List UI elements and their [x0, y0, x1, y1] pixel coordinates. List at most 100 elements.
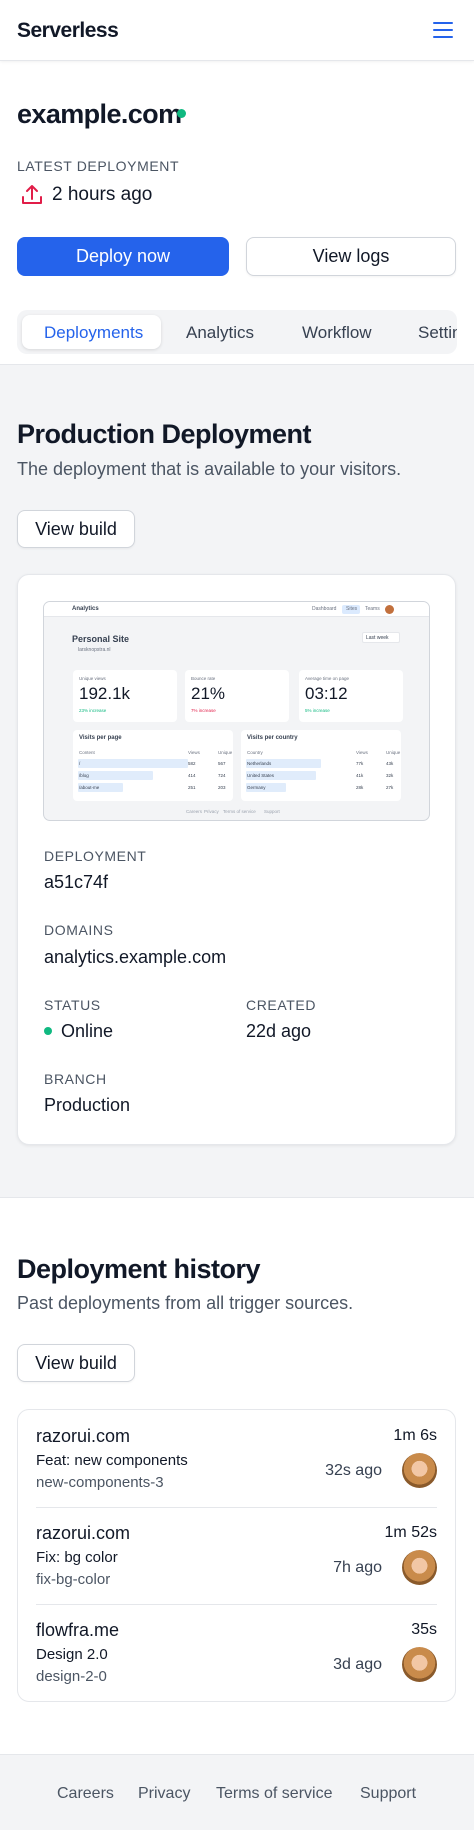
mock-domain: larsknopstra.nl	[78, 647, 111, 653]
footer-link[interactable]: Careers	[57, 1785, 114, 1802]
tab-active-bg	[22, 315, 161, 349]
mock-cell: /blog	[79, 773, 89, 778]
mock-table-head: Unique	[386, 750, 401, 755]
mock-cell: 27k	[386, 785, 394, 790]
mock-footer-link: Careers	[186, 809, 203, 814]
mock-footer-link: Terms of service	[223, 809, 256, 814]
menu-button[interactable]	[432, 19, 454, 41]
history-site: flowfra.me	[36, 1620, 120, 1640]
mock-cell: 77k	[356, 761, 364, 766]
footer: Careers Privacy Terms of service Support	[0, 1754, 474, 1830]
mock-stat-label: Unique views	[79, 676, 106, 681]
section-title: Production Deployment	[17, 419, 312, 449]
logs-button[interactable]: View logs	[246, 237, 456, 276]
avatar	[402, 1453, 437, 1488]
mock-table-head: Content	[79, 750, 95, 755]
tab[interactable]: Deployments	[44, 323, 144, 342]
detail-value: 22d ago	[246, 1021, 312, 1041]
history-site: razorui.com	[36, 1426, 131, 1446]
mock-row-bar	[78, 771, 153, 780]
detail-label: CREATED	[246, 997, 317, 1013]
mock-cell: 414	[188, 773, 196, 778]
mock-stat-label: Average time on page	[305, 676, 349, 681]
detail-value: a51c74f	[44, 872, 109, 892]
tab[interactable]: Workflow	[302, 323, 372, 342]
mock-bar	[44, 602, 429, 617]
history-message: Fix: bg color	[36, 1549, 118, 1566]
history-time: 32s ago	[325, 1462, 382, 1479]
history-branch: fix-bg-color	[36, 1571, 111, 1588]
tab-bar: Deployments Analytics Workflow Settings	[17, 310, 457, 354]
mock-cell: Germany	[247, 785, 266, 790]
history-time: 7h ago	[333, 1559, 382, 1576]
mock-footer-link: Privacy	[204, 809, 219, 814]
mock-cell: Netherlands	[247, 761, 272, 766]
avatar	[402, 1550, 437, 1585]
mock-cell: 41k	[356, 773, 364, 778]
section-title: Deployment history	[17, 1254, 261, 1284]
history-time: 3d ago	[333, 1656, 382, 1673]
footer-link[interactable]: Terms of service	[216, 1785, 333, 1802]
mock-cell: 43k	[386, 761, 394, 766]
mock-cell: 251	[188, 785, 196, 790]
history-duration: 1m 6s	[393, 1427, 437, 1444]
mock-nav: Teams	[365, 606, 380, 612]
divider	[36, 1604, 437, 1605]
view-build-button[interactable]: View build	[17, 510, 135, 548]
mock-cell: /about-me	[79, 785, 100, 790]
history-branch: design-2-0	[36, 1668, 107, 1685]
history-branch: new-components-3	[36, 1474, 164, 1491]
mock-table: Visits per country Country Views Unique Neth…	[241, 730, 401, 801]
mock-row-bar	[246, 783, 286, 792]
mock-row-bar	[78, 783, 123, 792]
mock-cell: 32k	[386, 773, 394, 778]
mock-site: Personal Site	[72, 634, 130, 644]
view-build-button[interactable]: View build	[17, 1344, 135, 1382]
deploy-button[interactable]: Deploy now	[17, 237, 229, 276]
mock-cell: 203	[218, 785, 226, 790]
detail-value: Online	[61, 1021, 114, 1041]
mock-stat-value: 21%	[191, 684, 226, 703]
mock-nav: Dashboard	[312, 606, 337, 612]
mock-row-bar	[246, 771, 316, 780]
detail-label: STATUS	[44, 997, 101, 1013]
tab[interactable]: Analytics	[186, 323, 255, 342]
history-message: Design 2.0	[36, 1646, 108, 1663]
mock-row-bar	[246, 759, 321, 768]
upload-icon	[22, 185, 42, 204]
history-message: Feat: new components	[36, 1452, 188, 1469]
latest-label: LATEST DEPLOYMENT	[17, 158, 180, 174]
mock-table: Visits per page Content Views Unique / 582 567…	[73, 730, 233, 801]
mock-footer-link: Support	[264, 809, 280, 814]
mock-row-bar	[78, 759, 188, 768]
brand[interactable]: Serverless	[17, 19, 119, 42]
history-duration: 1m 52s	[384, 1524, 437, 1541]
mock-table-head: Country	[247, 750, 263, 755]
detail-label: DOMAINS	[44, 922, 114, 938]
mock-cell: 567	[218, 761, 226, 766]
mock-stat-change: 5% increase	[305, 708, 330, 713]
latest-time: 2 hours ago	[52, 184, 153, 205]
detail-label: BRANCH	[44, 1071, 107, 1087]
mock-stat-card: Bounce rate 21% 7% increase	[185, 670, 289, 722]
online-dot	[44, 1027, 52, 1035]
tab[interactable]: Settings	[418, 323, 457, 342]
detail-label: DEPLOYMENT	[44, 848, 147, 864]
mock-app: Analytics	[72, 606, 99, 612]
avatar	[402, 1647, 437, 1682]
mock-range: Last week	[362, 632, 400, 643]
mock-cell: United States	[247, 773, 275, 778]
detail-value: Production	[44, 1095, 131, 1115]
mock-stat-card: Unique views 192.1k 23% increase	[73, 670, 177, 722]
footer-link[interactable]: Support	[360, 1785, 417, 1802]
detail-value: analytics.example.com	[44, 947, 227, 967]
mock-table-head: Views	[356, 750, 368, 755]
mock-cell: 724	[218, 773, 226, 778]
mock-table-title: Visits per country	[247, 735, 298, 741]
footer-link[interactable]: Privacy	[138, 1785, 191, 1802]
mock-nav: Sites	[346, 606, 358, 612]
mock-stat-change: 23% increase	[79, 708, 107, 713]
status-dot	[177, 109, 186, 118]
mock-stat-label: Bounce rate	[191, 676, 216, 681]
